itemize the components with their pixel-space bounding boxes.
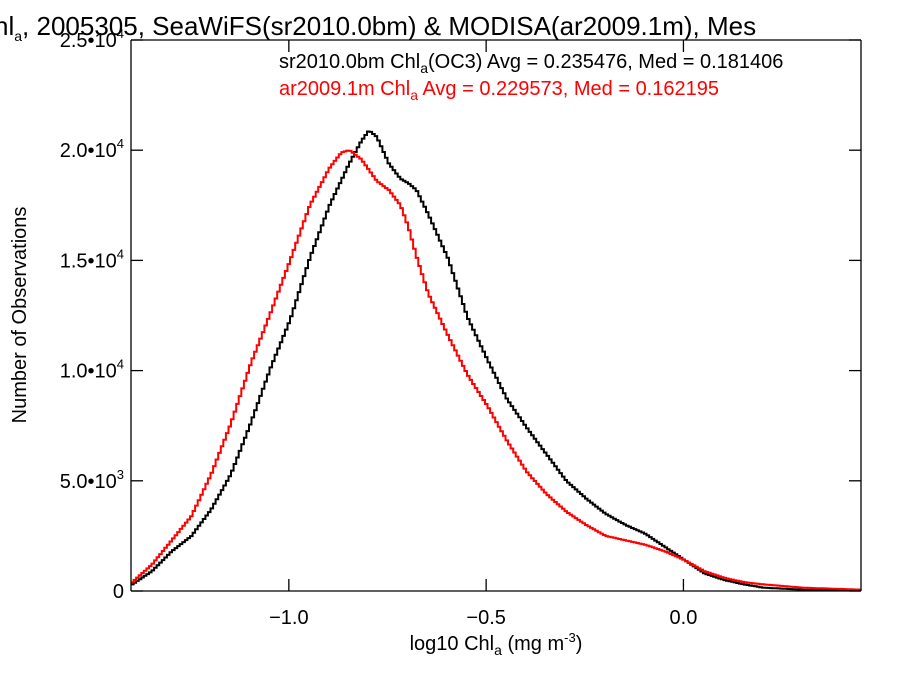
y-tick-label-3: 1.5•104	[60, 246, 124, 272]
legend-0-subscript: a	[420, 60, 428, 76]
legend-entry-1: ar2009.1m Chla Avg = 0.229573, Med = 0.1…	[279, 78, 719, 103]
xlabel-superscript: -3	[564, 630, 576, 645]
y-tick-label-5: 2.5•104	[60, 26, 124, 52]
xlabel-pre: log10 Chl	[410, 633, 495, 655]
legend: sr2010.0bm Chla(OC3) Avg = 0.235476, Med…	[279, 51, 783, 103]
series-line-0	[131, 130, 861, 592]
y-tick-label-0: 0	[113, 581, 124, 603]
xlabel-mid: (mg m	[502, 633, 564, 655]
title-subscript: a	[14, 28, 22, 44]
y-ticks: 0 5.0•103 1.0•104 1.5•104 2.0•104 2.5•104	[60, 26, 861, 603]
y-axis-label: Number of Observations	[9, 207, 31, 424]
x-axis-label: log10 Chla (mg m-3)	[410, 630, 583, 658]
x-tick-label-1: −0.5	[466, 607, 505, 629]
xlabel-post: )	[576, 633, 583, 655]
xlabel-subscript: a	[494, 642, 502, 658]
x-ticks: −1.0 −0.5 0.0	[269, 40, 697, 629]
legend-entry-0: sr2010.0bm Chla(OC3) Avg = 0.235476, Med…	[279, 51, 783, 76]
chart-title: hla, 2005305, SeaWiFS(sr2010.0bm) & MODI…	[0, 11, 756, 44]
plot-frame	[130, 39, 862, 592]
y-tick-label-4: 2.0•104	[60, 136, 124, 162]
title-post: , 2005305, SeaWiFS(sr2010.0bm) & MODISA(…	[22, 11, 756, 41]
x-tick-label-2: 0.0	[670, 607, 698, 629]
legend-1-subscript: a	[410, 87, 418, 103]
series-layer	[131, 130, 861, 592]
y-tick-label-2: 1.0•104	[60, 357, 124, 383]
series-line-1	[131, 149, 861, 591]
legend-0-post: (OC3) Avg = 0.235476, Med = 0.181406	[428, 51, 783, 73]
y-tick-label-1: 5.0•103	[60, 467, 124, 493]
x-tick-label-0: −1.0	[269, 607, 308, 629]
title-pre: hl	[0, 11, 14, 41]
legend-0-pre: sr2010.0bm Chl	[279, 51, 420, 73]
legend-1-post: Avg = 0.229573, Med = 0.162195	[418, 78, 719, 100]
legend-1-pre: ar2009.1m Chl	[279, 78, 410, 100]
